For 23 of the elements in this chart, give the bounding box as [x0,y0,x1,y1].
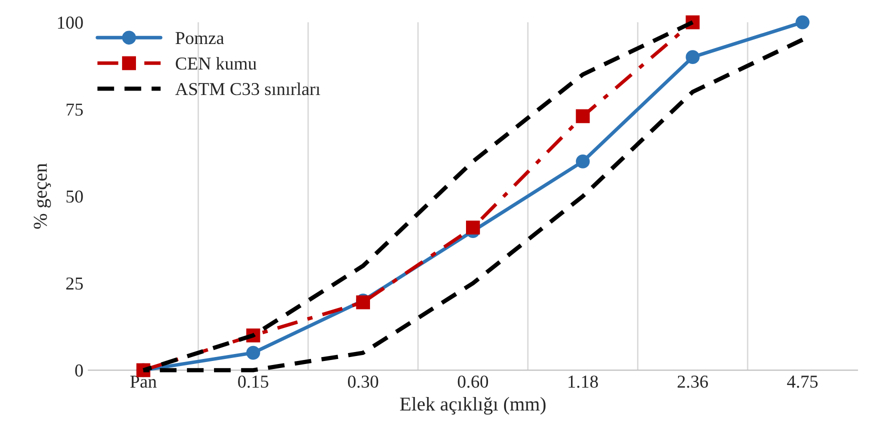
x-tick-label: 0.15 [238,376,268,388]
y-tick-label: 75 [66,104,83,116]
y-tick-label: 0 [75,364,83,377]
point [576,109,590,124]
legend-label: CEN kumu [176,56,257,70]
legend-label: Pomza [176,32,224,44]
point [686,50,700,64]
y-tick-label: 50 [66,190,83,203]
x-tick-label: 0.60 [458,376,488,388]
point [576,154,590,168]
x-tick-label: 0.30 [348,376,378,388]
x-axis-title: Elek açıklığı (mm) [400,396,546,415]
x-tick-label: 4.75 [787,376,818,388]
x-tick-label: Pan [130,376,157,388]
x-tick-label: 2.36 [678,376,708,388]
y-axis-title: % geçen [34,163,51,229]
y-tick-label: 100 [58,16,83,29]
x-tick-label: 1.18 [568,376,598,388]
y-tick-label: 25 [66,278,83,290]
point [796,15,810,30]
legend-label: ASTM C33 sınırları [175,82,320,96]
point [466,220,480,234]
point [246,346,260,360]
